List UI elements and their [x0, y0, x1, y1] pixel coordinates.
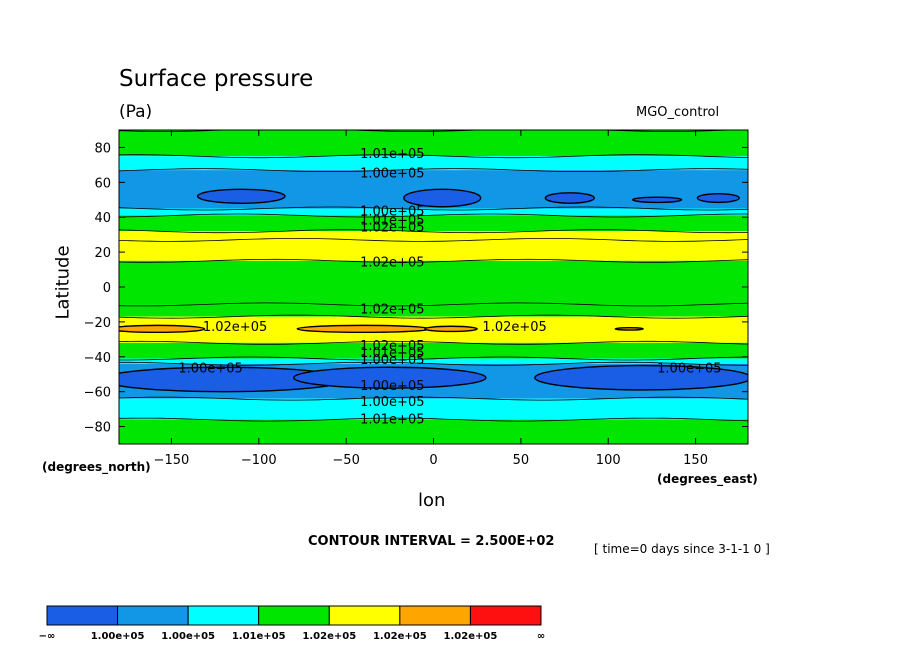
colorbar-swatch: [399, 605, 471, 626]
pressure-band: [119, 260, 748, 305]
contour-label: 1.00e+05: [178, 362, 242, 377]
pressure-cell: [403, 188, 482, 208]
x-tick-label: −50: [332, 453, 359, 468]
contour-label: 1.00e+05: [360, 353, 424, 368]
colorbar-swatch: [117, 605, 189, 626]
contour-line: [119, 238, 748, 242]
contour-line: [119, 258, 748, 263]
x-tick-label: 150: [683, 453, 708, 468]
pressure-cell: [293, 366, 487, 389]
pressure-cell: [631, 196, 683, 204]
y-tick-label: 20: [94, 246, 111, 261]
contour-label: 1.00e+05: [360, 205, 424, 220]
contour-label: 1.00e+05: [360, 395, 424, 410]
contour-line: [119, 154, 748, 159]
y-tick-label: −20: [84, 316, 111, 331]
contour-line: [119, 229, 748, 234]
colorbar-label: 1.01e+05: [232, 631, 286, 642]
contour-label: 1.01e+05: [360, 346, 424, 361]
contour-line: [119, 361, 748, 366]
pressure-band: [119, 208, 748, 216]
pressure-band: [119, 342, 748, 359]
y-tick-label: 0: [103, 281, 111, 296]
pressure-band: [119, 231, 748, 240]
contour-line: [119, 206, 748, 211]
y-tick-label: 60: [94, 176, 111, 191]
contour-label: 1.01e+05: [360, 147, 424, 162]
x-axis-label: lon: [418, 490, 446, 511]
pressure-band: [119, 156, 748, 171]
contour-line: [119, 314, 748, 319]
contour-label: 1.02e+05: [203, 320, 267, 335]
contour-interval: CONTOUR INTERVAL = 2.500E+02: [308, 534, 555, 549]
pressure-cell: [614, 326, 644, 331]
pressure-cell: [196, 188, 286, 204]
y-axis-units: (degrees_north): [42, 460, 151, 474]
x-tick-label: −100: [241, 453, 277, 468]
pressure-band: [119, 304, 748, 317]
pressure-cell: [296, 324, 431, 334]
contour-label: 1.02e+05: [360, 255, 424, 270]
contour-label: 1.00e+05: [360, 166, 424, 181]
x-tick-label: 50: [513, 453, 530, 468]
colorbar-swatch: [469, 605, 542, 626]
contour-label: 1.00e+05: [657, 362, 721, 377]
contour-line: [119, 417, 748, 422]
colorbar-label: 1.00e+05: [161, 631, 215, 642]
chart-units: (Pa): [119, 102, 153, 122]
colorbar-label: 1.02e+05: [373, 631, 427, 642]
contour-label: 1.02e+05: [360, 220, 424, 235]
pressure-cell: [534, 364, 748, 391]
contour-label: 1.02e+05: [360, 339, 424, 354]
colorbar-swatch: [328, 605, 401, 626]
y-tick-label: −60: [84, 386, 111, 401]
x-tick-label: −150: [154, 453, 190, 468]
x-tick-label: 100: [596, 453, 621, 468]
colorbar-label: −∞: [39, 631, 56, 642]
contour-line: [119, 213, 748, 218]
contour-label: 1.02e+05: [360, 302, 424, 317]
y-tick-label: 80: [94, 141, 111, 156]
contour-label: 1.01e+05: [360, 412, 424, 427]
pressure-cell: [119, 324, 206, 334]
y-tick-label: −40: [84, 351, 111, 366]
x-tick-label: 0: [429, 453, 437, 468]
contour-label: 1.00e+05: [360, 379, 424, 394]
x-axis-units: (degrees_east): [657, 472, 758, 486]
y-tick-label: −80: [84, 421, 111, 436]
pressure-cell: [696, 192, 740, 204]
contour-line: [119, 302, 748, 307]
colorbar-swatch: [258, 605, 330, 626]
pressure-band: [119, 398, 748, 420]
colorbar-swatch: [46, 605, 119, 626]
contour-label: 1.01e+05: [360, 213, 424, 228]
pressure-cell: [424, 325, 478, 333]
contour-line: [119, 396, 748, 401]
colorbar-label: 1.00e+05: [91, 631, 145, 642]
contour-fill-group: [119, 130, 748, 444]
chart-title: Surface pressure: [119, 66, 314, 92]
time-note: [ time=0 days since 3-1-1 0 ]: [594, 542, 770, 556]
contour-line: [119, 356, 748, 361]
pressure-band: [119, 358, 748, 364]
colorbar-label: 1.02e+05: [302, 631, 356, 642]
contour-line: [119, 340, 748, 345]
pressure-band: [119, 239, 748, 261]
colorbar-swatch: [187, 605, 260, 626]
contour-label: 1.02e+05: [482, 320, 546, 335]
run-label: MGO_control: [636, 105, 720, 120]
pressure-band: [119, 215, 748, 232]
colorbar-label: 1.02e+05: [444, 631, 498, 642]
y-tick-label: 40: [94, 211, 111, 226]
contour-line: [119, 168, 748, 172]
pressure-cell: [544, 192, 595, 204]
colorbar-label: ∞: [537, 631, 545, 642]
